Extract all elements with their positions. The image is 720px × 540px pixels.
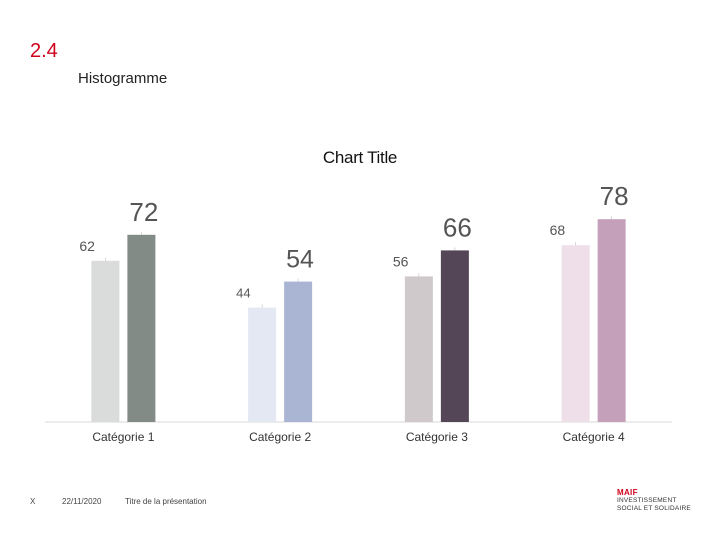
bar-3-series-1 [404, 276, 433, 422]
data-label: 78 [600, 181, 629, 211]
data-label: 62 [79, 238, 95, 254]
footer-mark: X [30, 497, 36, 506]
category-label: Catégorie 4 [563, 430, 625, 444]
logo-line1: INVESTISSEMENT [617, 497, 677, 504]
category-label: Catégorie 3 [406, 430, 468, 444]
bar-2-series-1 [248, 307, 277, 422]
footer-presentation-title: Titre de la présentation [125, 497, 207, 506]
slide-title: Histogramme [78, 70, 168, 87]
bar-4-series-1 [561, 245, 590, 422]
section-number: 2.4 [30, 40, 58, 62]
data-label: 56 [393, 253, 409, 269]
maif-logo: MAIF INVESTISSEMENT SOCIAL ET SOLIDAIRE [617, 489, 707, 512]
bar-4-series-2 [597, 219, 626, 422]
bar-3-series-2 [440, 250, 469, 422]
bar-2-series-2 [284, 281, 313, 422]
data-label: 68 [550, 222, 566, 238]
category-label: Catégorie 2 [249, 430, 311, 444]
chart-title: Chart Title [322, 148, 398, 167]
data-label: 66 [443, 212, 472, 242]
data-label: 72 [129, 197, 158, 227]
data-label: 44 [236, 286, 250, 301]
bar-1-series-1 [91, 260, 120, 422]
logo-line2: SOCIAL ET SOLIDAIRE [617, 504, 691, 512]
data-label: 54 [286, 246, 314, 274]
category-label: Catégorie 1 [92, 430, 154, 444]
footer-date: 22/11/2020 [62, 497, 102, 506]
logo-brand: MAIF [617, 488, 638, 497]
bar-1-series-2 [127, 234, 156, 422]
